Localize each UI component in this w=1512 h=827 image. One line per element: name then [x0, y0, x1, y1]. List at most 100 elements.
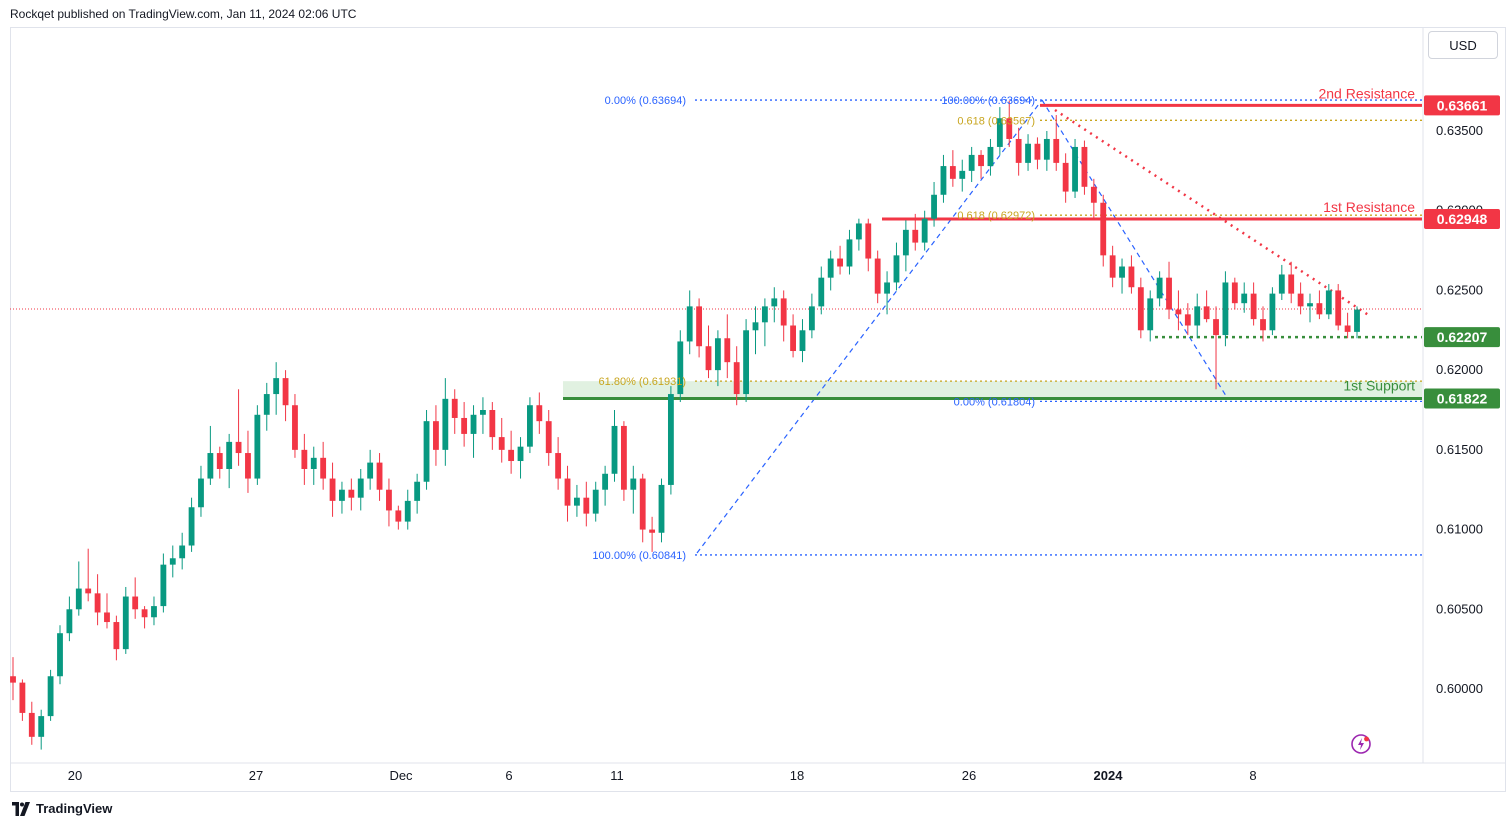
candle-body: [451, 398, 458, 418]
candle-body: [198, 478, 204, 508]
candle-body: [733, 362, 740, 395]
candle-body: [761, 306, 768, 323]
candle-body: [320, 457, 327, 479]
y-tick-label: 0.62000: [1436, 362, 1483, 377]
candle-body: [414, 481, 421, 501]
candle-body: [1128, 266, 1135, 288]
candle-body: [188, 507, 195, 546]
candle-body: [1316, 303, 1323, 315]
x-tick-label: Dec: [389, 768, 413, 783]
candle-body: [1137, 287, 1144, 331]
candle-body: [574, 497, 580, 506]
x-tick-label: 18: [790, 768, 804, 783]
candle-body: [1072, 146, 1078, 192]
candle-body: [667, 394, 674, 485]
currency-button[interactable]: USD: [1428, 31, 1498, 59]
candle-body: [874, 258, 881, 294]
candle-body: [1025, 143, 1031, 163]
candle-body: [940, 166, 947, 195]
candle-body: [113, 622, 120, 650]
candle-body: [310, 457, 317, 469]
candle-body: [639, 478, 646, 530]
candle-body: [207, 453, 214, 479]
candle-body: [696, 306, 703, 347]
candle-body: [743, 330, 750, 395]
candle-body: [1278, 274, 1285, 294]
candle-body: [931, 194, 937, 219]
candle-body: [480, 410, 486, 415]
candle-body: [799, 330, 806, 352]
lightning-icon[interactable]: [1350, 733, 1372, 755]
candle-body: [348, 489, 355, 498]
tradingview-footer[interactable]: TradingView: [10, 801, 112, 816]
candle-body: [724, 338, 731, 363]
y-tick-label: 0.62500: [1436, 282, 1483, 297]
x-tick-label: 27: [249, 768, 263, 783]
candle-body: [1015, 138, 1022, 163]
candle-body: [254, 414, 261, 479]
x-tick-label: 20: [68, 768, 82, 783]
candle-body: [790, 325, 796, 352]
candle-body: [978, 154, 984, 167]
candle-body: [1231, 282, 1238, 304]
candle-body: [583, 497, 590, 514]
candle-body: [19, 682, 26, 713]
candle-body: [1090, 186, 1097, 203]
candle-body: [855, 223, 862, 240]
candle-body: [1109, 255, 1116, 278]
candle-body: [1156, 277, 1163, 299]
candle-body: [57, 633, 63, 677]
candle-body: [1307, 303, 1313, 307]
y-tick-label: 0.61500: [1436, 442, 1483, 457]
fib-label: 0.618 (0.62972): [957, 210, 1035, 222]
candle-body: [1354, 309, 1360, 332]
candle-body: [470, 414, 477, 434]
fib-label: 100.00% (0.60841): [592, 550, 686, 562]
candle-body: [714, 338, 721, 371]
candle-body: [1119, 266, 1125, 278]
candle-body: [151, 606, 157, 618]
candle-body: [893, 255, 900, 283]
candle-body: [555, 453, 562, 479]
candle-body: [273, 378, 280, 395]
resistance-1-label: 1st Resistance: [1323, 199, 1415, 215]
fib-trend-down: [1041, 99, 1229, 400]
candle-body: [649, 529, 656, 533]
fib-label: 0.618 (0.63567): [957, 115, 1035, 127]
candle-body: [846, 239, 853, 267]
price-label-support: 0.62207: [1437, 329, 1488, 345]
x-tick-label: 26: [962, 768, 976, 783]
candle-body: [630, 478, 637, 490]
candle-body: [921, 218, 928, 243]
candles-group: [10, 100, 1360, 750]
candle-body: [357, 478, 364, 498]
candle-body: [169, 558, 176, 565]
candle-body: [94, 593, 101, 613]
x-tick-label: 2024: [1094, 768, 1124, 783]
candle-body: [1166, 277, 1172, 310]
candle-body: [884, 282, 890, 294]
candle-body: [404, 500, 411, 522]
candle-body: [433, 421, 439, 450]
candle-body: [987, 146, 994, 167]
candle-body: [423, 421, 430, 482]
candle-body: [536, 405, 543, 422]
price-label-resistance: 0.62948: [1437, 211, 1488, 227]
resistance-2-label: 2nd Resistance: [1318, 85, 1415, 101]
candle-body: [1062, 162, 1069, 192]
y-tick-label: 0.63500: [1436, 123, 1483, 138]
y-tick-label: 0.61000: [1436, 522, 1483, 537]
candle-body: [1241, 293, 1248, 304]
fib-trend-up: [696, 99, 1043, 554]
candle-body: [292, 405, 298, 450]
y-tick-label: 0.60000: [1436, 681, 1483, 696]
candle-body: [442, 398, 449, 450]
fib-label: 0.00% (0.63694): [605, 95, 686, 107]
candle-body: [1325, 290, 1332, 315]
candle-body: [216, 453, 223, 469]
candle-body: [28, 712, 35, 737]
price-label-support: 0.61822: [1437, 391, 1488, 407]
candle-body: [996, 118, 1003, 147]
candle-body: [395, 510, 402, 522]
